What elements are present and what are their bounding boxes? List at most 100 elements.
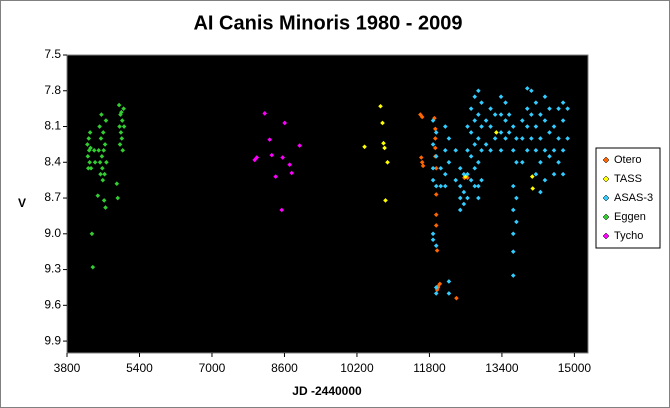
point	[85, 142, 90, 147]
point	[442, 171, 448, 177]
point	[465, 124, 470, 129]
point	[463, 174, 468, 179]
point	[565, 106, 570, 111]
point	[529, 112, 534, 117]
point	[433, 136, 438, 141]
y-tick-label: 9.0	[44, 226, 61, 240]
point	[529, 88, 534, 94]
point	[483, 142, 489, 147]
point	[457, 165, 463, 171]
point	[97, 159, 103, 165]
x-axis-title: JD -2440000	[292, 384, 362, 398]
point	[538, 136, 543, 141]
point	[86, 148, 92, 153]
point	[538, 159, 543, 165]
point	[100, 165, 105, 171]
point	[457, 195, 463, 201]
point	[99, 112, 104, 117]
point	[524, 148, 530, 153]
legend-label: ASAS-3	[614, 192, 653, 204]
point	[454, 295, 459, 301]
legend-marker	[602, 175, 610, 183]
point	[551, 171, 557, 177]
point	[420, 163, 426, 169]
point	[87, 130, 93, 135]
point	[468, 106, 474, 111]
point	[430, 165, 436, 171]
point	[430, 231, 436, 237]
point	[88, 165, 94, 171]
point	[438, 183, 444, 189]
point	[433, 183, 439, 189]
point	[529, 174, 535, 179]
point	[472, 165, 478, 171]
point	[103, 118, 109, 123]
point	[103, 205, 108, 210]
point	[465, 175, 470, 181]
point	[488, 124, 493, 129]
point	[91, 148, 97, 153]
point	[446, 136, 452, 141]
point	[442, 148, 448, 153]
point	[510, 183, 516, 189]
point	[100, 177, 106, 183]
point	[492, 112, 498, 117]
point	[560, 100, 566, 105]
point	[542, 118, 548, 123]
point	[446, 291, 452, 296]
point	[433, 212, 439, 218]
legend-label: TASS	[614, 173, 642, 185]
point	[442, 183, 448, 189]
y-tick-label: 7.5	[44, 47, 61, 61]
point	[461, 189, 467, 195]
point	[479, 100, 484, 105]
x-tick-label: 7000	[199, 361, 226, 375]
point	[514, 136, 519, 141]
point	[503, 100, 508, 105]
point	[254, 155, 260, 160]
point	[86, 136, 92, 141]
point	[472, 142, 478, 147]
point	[430, 177, 436, 183]
point	[102, 142, 108, 147]
point	[476, 195, 481, 201]
point	[433, 130, 439, 135]
x-tick-label: 5400	[126, 361, 153, 375]
point	[510, 207, 516, 213]
point	[510, 231, 516, 237]
point	[97, 124, 102, 129]
point	[560, 171, 566, 177]
point	[85, 165, 91, 171]
point	[461, 201, 467, 207]
point	[479, 124, 484, 129]
x-tick-label: 13400	[485, 361, 519, 375]
y-tick-label: 7.8	[44, 83, 61, 97]
point	[96, 148, 102, 153]
point	[479, 177, 484, 183]
point	[104, 159, 109, 165]
point	[262, 111, 268, 116]
point	[510, 249, 516, 254]
point	[538, 112, 543, 117]
point	[547, 130, 552, 135]
point	[88, 145, 93, 151]
point	[476, 159, 481, 165]
point	[498, 112, 504, 117]
y-axis-title: V	[18, 196, 26, 210]
x-tick-label: 3800	[54, 361, 81, 375]
point	[101, 198, 107, 203]
point	[453, 148, 459, 153]
point	[556, 136, 561, 141]
point	[468, 154, 474, 159]
point	[98, 136, 104, 141]
point	[297, 143, 302, 148]
point	[99, 154, 105, 159]
point	[542, 148, 548, 153]
point	[362, 144, 367, 150]
point	[551, 124, 557, 129]
point	[524, 106, 530, 111]
point	[468, 177, 474, 183]
point	[269, 152, 275, 158]
point	[418, 112, 423, 117]
point	[472, 94, 478, 100]
